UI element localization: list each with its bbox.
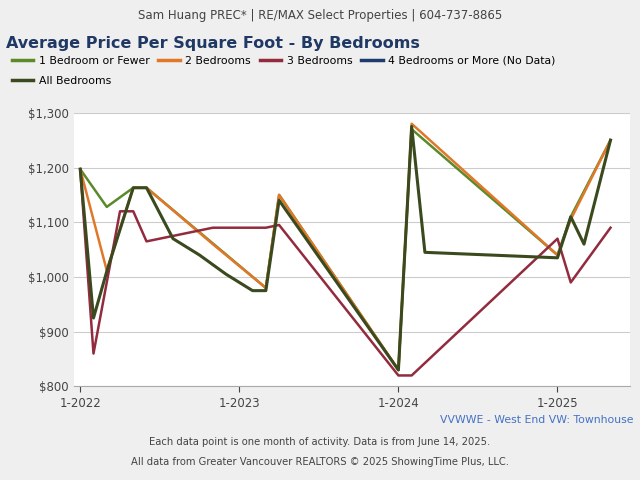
2 Bedrooms — [209, 241, 216, 247]
Text: Sam Huang PREC* | RE/MAX Select Properties | 604-737-8865: Sam Huang PREC* | RE/MAX Select Properti… — [138, 9, 502, 22]
All Bedrooms — [262, 288, 269, 294]
2 Bedrooms — [607, 137, 614, 143]
1 Bedroom or Fewer — [103, 204, 111, 210]
All Bedrooms — [143, 185, 150, 191]
2 Bedrooms — [103, 267, 111, 273]
All Bedrooms — [129, 185, 137, 191]
2 Bedrooms — [394, 367, 403, 373]
Line: All Bedrooms: All Bedrooms — [80, 127, 611, 370]
All Bedrooms — [408, 124, 415, 130]
2 Bedrooms — [143, 185, 150, 191]
1 Bedroom or Fewer — [554, 252, 561, 258]
Line: 1 Bedroom or Fewer: 1 Bedroom or Fewer — [80, 129, 611, 370]
3 Bedrooms — [275, 222, 283, 228]
3 Bedrooms — [394, 372, 403, 378]
1 Bedroom or Fewer — [408, 126, 415, 132]
1 Bedroom or Fewer — [262, 285, 269, 291]
All Bedrooms — [580, 241, 588, 247]
2 Bedrooms — [408, 121, 415, 127]
1 Bedroom or Fewer — [394, 367, 403, 373]
All Bedrooms — [169, 236, 177, 241]
Legend: All Bedrooms: All Bedrooms — [12, 76, 111, 86]
3 Bedrooms — [116, 208, 124, 214]
All Bedrooms — [421, 250, 429, 255]
Text: All data from Greater Vancouver REALTORS © 2025 ShowingTime Plus, LLC.: All data from Greater Vancouver REALTORS… — [131, 457, 509, 467]
3 Bedrooms — [607, 225, 614, 230]
2 Bedrooms — [567, 216, 575, 222]
1 Bedroom or Fewer — [607, 137, 614, 143]
2 Bedrooms — [275, 192, 283, 198]
All Bedrooms — [554, 255, 561, 261]
3 Bedrooms — [76, 166, 84, 172]
All Bedrooms — [103, 269, 111, 275]
All Bedrooms — [567, 214, 575, 220]
2 Bedrooms — [76, 166, 84, 172]
1 Bedroom or Fewer — [76, 166, 84, 172]
All Bedrooms — [222, 271, 230, 277]
2 Bedrooms — [129, 185, 137, 191]
1 Bedroom or Fewer — [567, 214, 575, 220]
All Bedrooms — [607, 137, 614, 143]
Text: Average Price Per Square Foot - By Bedrooms: Average Price Per Square Foot - By Bedro… — [6, 36, 420, 51]
3 Bedrooms — [90, 351, 97, 357]
Line: 2 Bedrooms: 2 Bedrooms — [80, 124, 611, 370]
Text: VVWWE - West End VW: Townhouse: VVWWE - West End VW: Townhouse — [440, 415, 634, 425]
1 Bedroom or Fewer — [143, 185, 150, 191]
1 Bedroom or Fewer — [129, 185, 137, 191]
Legend: 1 Bedroom or Fewer, 2 Bedrooms, 3 Bedrooms, 4 Bedrooms or More (No Data): 1 Bedroom or Fewer, 2 Bedrooms, 3 Bedroo… — [12, 56, 556, 66]
All Bedrooms — [76, 166, 84, 172]
3 Bedrooms — [408, 372, 415, 378]
2 Bedrooms — [262, 285, 269, 291]
Text: Each data point is one month of activity. Data is from June 14, 2025.: Each data point is one month of activity… — [149, 437, 491, 447]
3 Bedrooms — [262, 225, 269, 230]
1 Bedroom or Fewer — [275, 192, 283, 198]
3 Bedrooms — [129, 208, 137, 214]
All Bedrooms — [90, 315, 97, 321]
3 Bedrooms — [143, 239, 150, 244]
All Bedrooms — [275, 197, 283, 203]
3 Bedrooms — [567, 279, 575, 285]
3 Bedrooms — [209, 225, 216, 230]
3 Bedrooms — [554, 236, 561, 241]
2 Bedrooms — [554, 252, 561, 258]
Line: 3 Bedrooms: 3 Bedrooms — [80, 169, 611, 375]
All Bedrooms — [249, 288, 257, 294]
All Bedrooms — [394, 367, 403, 373]
All Bedrooms — [196, 252, 204, 258]
